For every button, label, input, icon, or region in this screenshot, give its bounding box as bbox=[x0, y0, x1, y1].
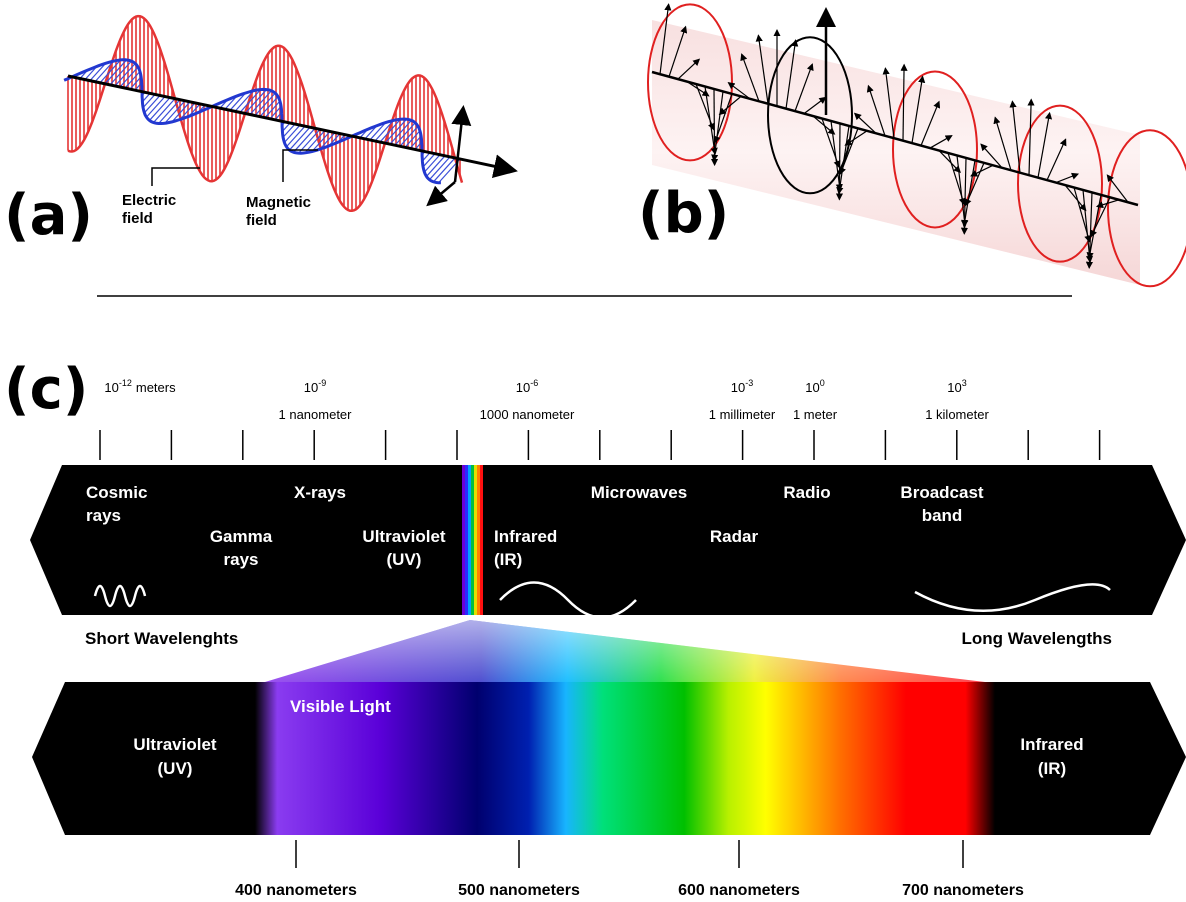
band-label: Radio bbox=[783, 483, 830, 502]
scale-name: 1000 nanometer bbox=[480, 407, 575, 422]
band-label: Broadcast bbox=[900, 483, 983, 502]
visible-title: Visible Light bbox=[290, 697, 391, 716]
long-label: Long Wavelengths bbox=[962, 629, 1113, 648]
strip-color bbox=[474, 465, 477, 615]
band-label: Ultraviolet bbox=[362, 527, 445, 546]
magnetic-hatch bbox=[429, 157, 450, 180]
label: field bbox=[122, 210, 153, 227]
prism-fan bbox=[265, 620, 985, 682]
strip-color bbox=[462, 465, 465, 615]
base: 10 bbox=[304, 380, 318, 395]
electric-wave bbox=[68, 16, 462, 211]
exponent: -6 bbox=[530, 378, 538, 388]
base: 10 bbox=[516, 380, 530, 395]
label: Infrared bbox=[1020, 735, 1083, 754]
strip-color bbox=[480, 465, 483, 615]
base: 10 bbox=[104, 380, 118, 395]
nm-label: 500 nanometers bbox=[458, 882, 580, 899]
scale-label: 10-9 bbox=[304, 378, 326, 395]
exponent: -3 bbox=[745, 378, 753, 388]
scale-label: 10-6 bbox=[516, 378, 538, 395]
label: (UV) bbox=[158, 759, 193, 778]
nm-ticks: 400 nanometers 500 nanometers 600 nanomete… bbox=[235, 840, 1024, 899]
scale-label: 100 bbox=[805, 378, 824, 395]
strip-color bbox=[471, 465, 474, 615]
nm-label: 700 nanometers bbox=[902, 882, 1024, 899]
magnetic-hatch bbox=[293, 128, 315, 152]
exponent: -12 bbox=[119, 378, 132, 388]
band-label: band bbox=[922, 506, 963, 525]
pointer bbox=[152, 168, 200, 186]
exponent: 3 bbox=[962, 378, 967, 388]
band-label: Microwaves bbox=[591, 483, 687, 502]
scale-name: 1 millimeter bbox=[709, 407, 776, 422]
scale-name: 1 nanometer bbox=[279, 407, 353, 422]
pointer bbox=[283, 150, 318, 182]
band-label: Gamma bbox=[210, 527, 273, 546]
scale-label: 10-12 meters bbox=[104, 378, 176, 395]
strip-color bbox=[465, 465, 468, 615]
exponent: 0 bbox=[820, 378, 825, 388]
label: Ultraviolet bbox=[133, 735, 216, 754]
nm-label: 600 nanometers bbox=[678, 882, 800, 899]
strip-color bbox=[468, 465, 471, 615]
label: field bbox=[246, 212, 277, 229]
short-label: Short Wavelenghts bbox=[85, 629, 238, 648]
label: (IR) bbox=[1038, 759, 1066, 778]
panel-label: (c) bbox=[4, 357, 88, 422]
scale-name: 1 meter bbox=[793, 407, 838, 422]
magnetic-hatch bbox=[283, 124, 295, 137]
label: Electric bbox=[122, 192, 176, 209]
band-label: X-rays bbox=[294, 483, 346, 502]
panel-a bbox=[64, 16, 462, 211]
band-label: rays bbox=[224, 550, 259, 569]
magnetic-hatch bbox=[289, 127, 310, 150]
band-label: (UV) bbox=[387, 550, 422, 569]
panel-label: (a) bbox=[4, 183, 93, 248]
band-label: Cosmic bbox=[86, 483, 147, 502]
strip-color bbox=[477, 465, 480, 615]
scale-name: 1 kilometer bbox=[925, 407, 989, 422]
nm-label: 400 nanometers bbox=[235, 882, 357, 899]
base: 10 bbox=[805, 380, 819, 395]
magnetic-hatch bbox=[143, 94, 155, 107]
magnetic-hatch bbox=[433, 158, 455, 182]
label: Magnetic bbox=[246, 194, 311, 211]
scale-label: 10-3 bbox=[731, 378, 753, 395]
scale: 10-12meters10-91 nanometer10-61000 nanom… bbox=[100, 378, 1100, 460]
figure: Electric field Magnetic field (a) (b) (c… bbox=[0, 0, 1186, 902]
magnetic-hatch bbox=[153, 99, 175, 123]
rainbow-strip bbox=[462, 465, 483, 615]
band-label: Infrared bbox=[494, 527, 557, 546]
band-label: Radar bbox=[710, 527, 759, 546]
panel-label: (b) bbox=[638, 181, 729, 246]
magnetic-hatch bbox=[149, 98, 170, 121]
band-label: (IR) bbox=[494, 550, 522, 569]
unit: meters bbox=[136, 380, 176, 395]
base: 10 bbox=[947, 380, 961, 395]
axis-arrow bbox=[430, 182, 455, 203]
base: 10 bbox=[731, 380, 745, 395]
scale-label: 103 bbox=[947, 378, 966, 395]
magnetic-hatch bbox=[423, 154, 435, 167]
band-label: rays bbox=[86, 506, 121, 525]
exponent: -9 bbox=[318, 378, 326, 388]
